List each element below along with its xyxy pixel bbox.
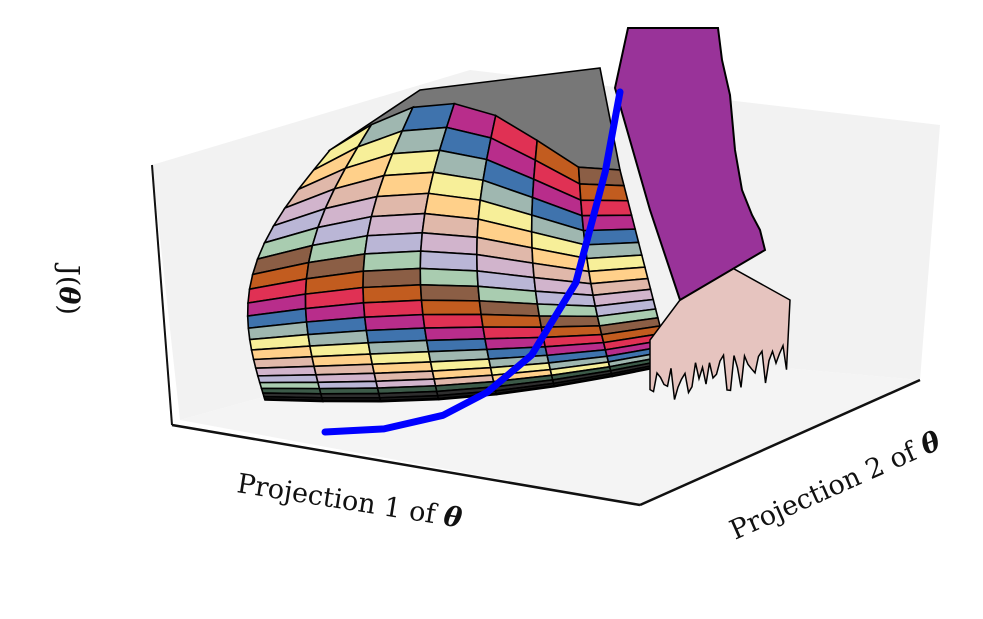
z-axis-label: J(θ) <box>53 262 84 315</box>
surface-patch <box>536 303 599 318</box>
surface-patch <box>419 283 481 302</box>
surface-patch <box>321 399 382 403</box>
surface-patch <box>421 313 484 329</box>
surface-group <box>246 67 671 403</box>
x-axis-theta: θ <box>441 501 464 534</box>
surface-patch <box>256 373 319 384</box>
x-axis-line <box>171 423 641 507</box>
surface-patch <box>480 313 543 328</box>
z-axis-line <box>151 164 173 426</box>
z-axis-theta: θ <box>53 286 84 304</box>
surface-patch <box>419 250 478 272</box>
y-axis-theta: θ <box>916 426 945 462</box>
trajectory-line <box>321 88 624 436</box>
spike-group <box>613 27 791 400</box>
z-axis-close-paren: ) <box>53 304 84 315</box>
purple-spike <box>613 27 767 302</box>
surface-patch <box>420 299 482 316</box>
y-axis-line <box>639 378 921 507</box>
trajectory-group <box>321 88 624 436</box>
z-axis-label-text: J( <box>53 262 84 286</box>
noisy-region <box>649 248 791 400</box>
x-axis-label: Projection 1 of θ <box>235 468 464 534</box>
surface-patch <box>478 300 541 317</box>
surface-patch <box>419 267 479 288</box>
surface-patch <box>579 199 633 217</box>
x-axis-label-text: Projection 1 of <box>235 468 440 530</box>
